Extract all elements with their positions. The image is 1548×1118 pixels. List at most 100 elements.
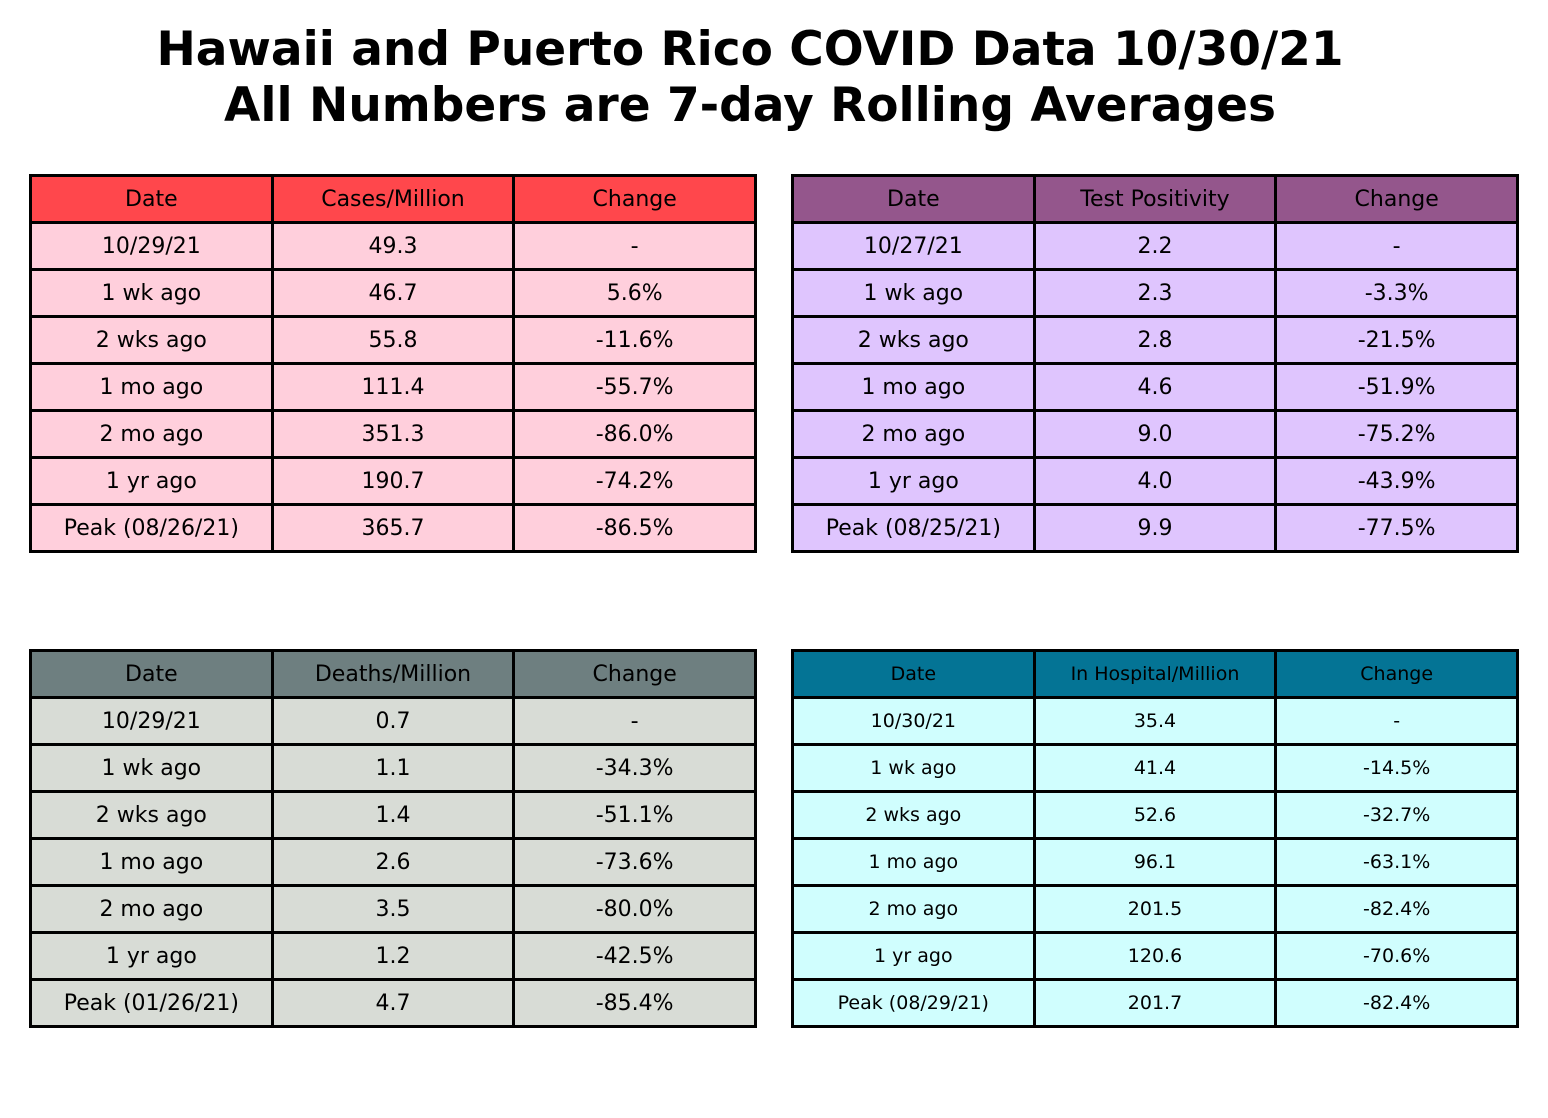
table-cell: -21.5% [1274,315,1519,365]
table-cell: 2 wks ago [29,790,274,840]
table-row: Peak (01/26/21) 4.7 -85.4% [29,978,757,1028]
table-cell: -14.5% [1274,743,1519,793]
table-cell: Peak (08/29/21) [791,978,1036,1028]
column-header: Change [1274,174,1519,224]
table-row: 2 wks ago 55.8 -11.6% [29,315,757,365]
column-header: Date [29,174,274,224]
table-cell: 35.4 [1032,696,1278,746]
table-cell: - [1274,221,1519,271]
table-cell: 10/27/21 [791,221,1036,271]
table-row: 10/29/21 0.7- [29,696,757,746]
table-row: 1 wk ago 46.7 5.6% [29,268,757,318]
table-row: 1 mo ago 4.6 -51.9% [791,362,1519,412]
column-header: Test Positivity [1032,174,1278,224]
table-cell: 9.0 [1032,409,1278,459]
table-cell: -86.0% [512,409,757,459]
table-cell: 1 wk ago [29,268,274,318]
header-row: Date Cases/Million Change [29,174,757,224]
table-cell: 201.7 [1032,978,1278,1028]
table-cell: -73.6% [512,837,757,887]
table-cell: 111.4 [270,362,516,412]
table-cell: 1 wk ago [791,743,1036,793]
table-row: 1 yr ago 4.0 -43.9% [791,456,1519,506]
table-cell: 1 yr ago [29,931,274,981]
table-cell: 2 mo ago [791,884,1036,934]
table-cell: -70.6% [1274,931,1519,981]
header-row: Date In Hospital/Million Change [791,649,1519,699]
table-cell: - [512,221,757,271]
table-cell: -51.1% [512,790,757,840]
table-cell: 10/29/21 [29,221,274,271]
table-cell: 1 mo ago [791,362,1036,412]
table-row: 2 wks ago 52.6 -32.7% [791,790,1519,840]
table-cell: 1.2 [270,931,516,981]
table-row: 1 yr ago 1.2 -42.5% [29,931,757,981]
table-row: 1 mo ago 96.1 -63.1% [791,837,1519,887]
table-cell: 2.3 [1032,268,1278,318]
table-cell: 2.2 [1032,221,1278,271]
table-cell: -43.9% [1274,456,1519,506]
table-cell: 1 mo ago [29,362,274,412]
table-cell: 351.3 [270,409,516,459]
table-cell: -34.3% [512,743,757,793]
table-row: 1 yr ago 190.7 -74.2% [29,456,757,506]
table-cell: 0.7 [270,696,516,746]
header-row: Date Deaths/Million Change [29,649,757,699]
table-cell: -63.1% [1274,837,1519,887]
table-cell: 4.6 [1032,362,1278,412]
column-header: Cases/Million [270,174,516,224]
cases-table: Date Cases/Million Change 10/29/21 49.3-1 wk… [29,174,757,553]
column-header: Date [29,649,274,699]
column-header: Date [791,174,1036,224]
table-cell: 46.7 [270,268,516,318]
title-line-2: All Numbers are 7-day Rolling Averages [224,78,1276,133]
table-cell: 1 yr ago [791,931,1036,981]
table-row: Peak (08/29/21) 201.7 -82.4% [791,978,1519,1028]
table-cell: 1 wk ago [791,268,1036,318]
table-cell: - [1274,696,1519,746]
table-row: 2 mo ago 351.3 -86.0% [29,409,757,459]
table-cell: 2 mo ago [29,884,274,934]
table-cell: 2 wks ago [791,315,1036,365]
table-cell: -77.5% [1274,503,1519,553]
table-cell: Peak (08/26/21) [29,503,274,553]
table-cell: 1 yr ago [791,456,1036,506]
table-cell: 2 wks ago [29,315,274,365]
table-row: 1 wk ago 2.3 -3.3% [791,268,1519,318]
table-cell: 55.8 [270,315,516,365]
table-cell: 49.3 [270,221,516,271]
table-cell: 52.6 [1032,790,1278,840]
table-cell: 1 yr ago [29,456,274,506]
table-cell: -11.6% [512,315,757,365]
table-cell: 10/29/21 [29,696,274,746]
table-row: 2 mo ago 9.0 -75.2% [791,409,1519,459]
table-row: 1 wk ago 41.4 -14.5% [791,743,1519,793]
test-positivity-table: Date Test Positivity Change 10/27/21 2.2-1 w… [791,174,1519,553]
table-row: 10/29/21 49.3- [29,221,757,271]
column-header: Change [512,649,757,699]
column-header: Deaths/Million [270,649,516,699]
column-header: In Hospital/Million [1032,649,1278,699]
table-row: 1 wk ago 1.1 -34.3% [29,743,757,793]
column-header: Change [1274,649,1519,699]
table-cell: 2 wks ago [791,790,1036,840]
table-row: Peak (08/26/21) 365.7 -86.5% [29,503,757,553]
table-row: 2 wks ago 1.4 -51.1% [29,790,757,840]
table-row: 2 wks ago 2.8 -21.5% [791,315,1519,365]
table-row: 1 mo ago 2.6 -73.6% [29,837,757,887]
table-row: 1 yr ago 120.6 -70.6% [791,931,1519,981]
column-header: Change [512,174,757,224]
table-cell: 10/30/21 [791,696,1036,746]
table-cell: 2.8 [1032,315,1278,365]
table-cell: -75.2% [1274,409,1519,459]
table-cell: 4.7 [270,978,516,1028]
table-cell: 1.4 [270,790,516,840]
table-cell: Peak (08/25/21) [791,503,1036,553]
table-cell: -32.7% [1274,790,1519,840]
hospital-table: Date In Hospital/Million Change 10/30/21 35.… [791,649,1519,1028]
table-cell: 2.6 [270,837,516,887]
table-cell: 1 mo ago [791,837,1036,887]
table-cell: -74.2% [512,456,757,506]
table-cell: 3.5 [270,884,516,934]
table-cell: -80.0% [512,884,757,934]
